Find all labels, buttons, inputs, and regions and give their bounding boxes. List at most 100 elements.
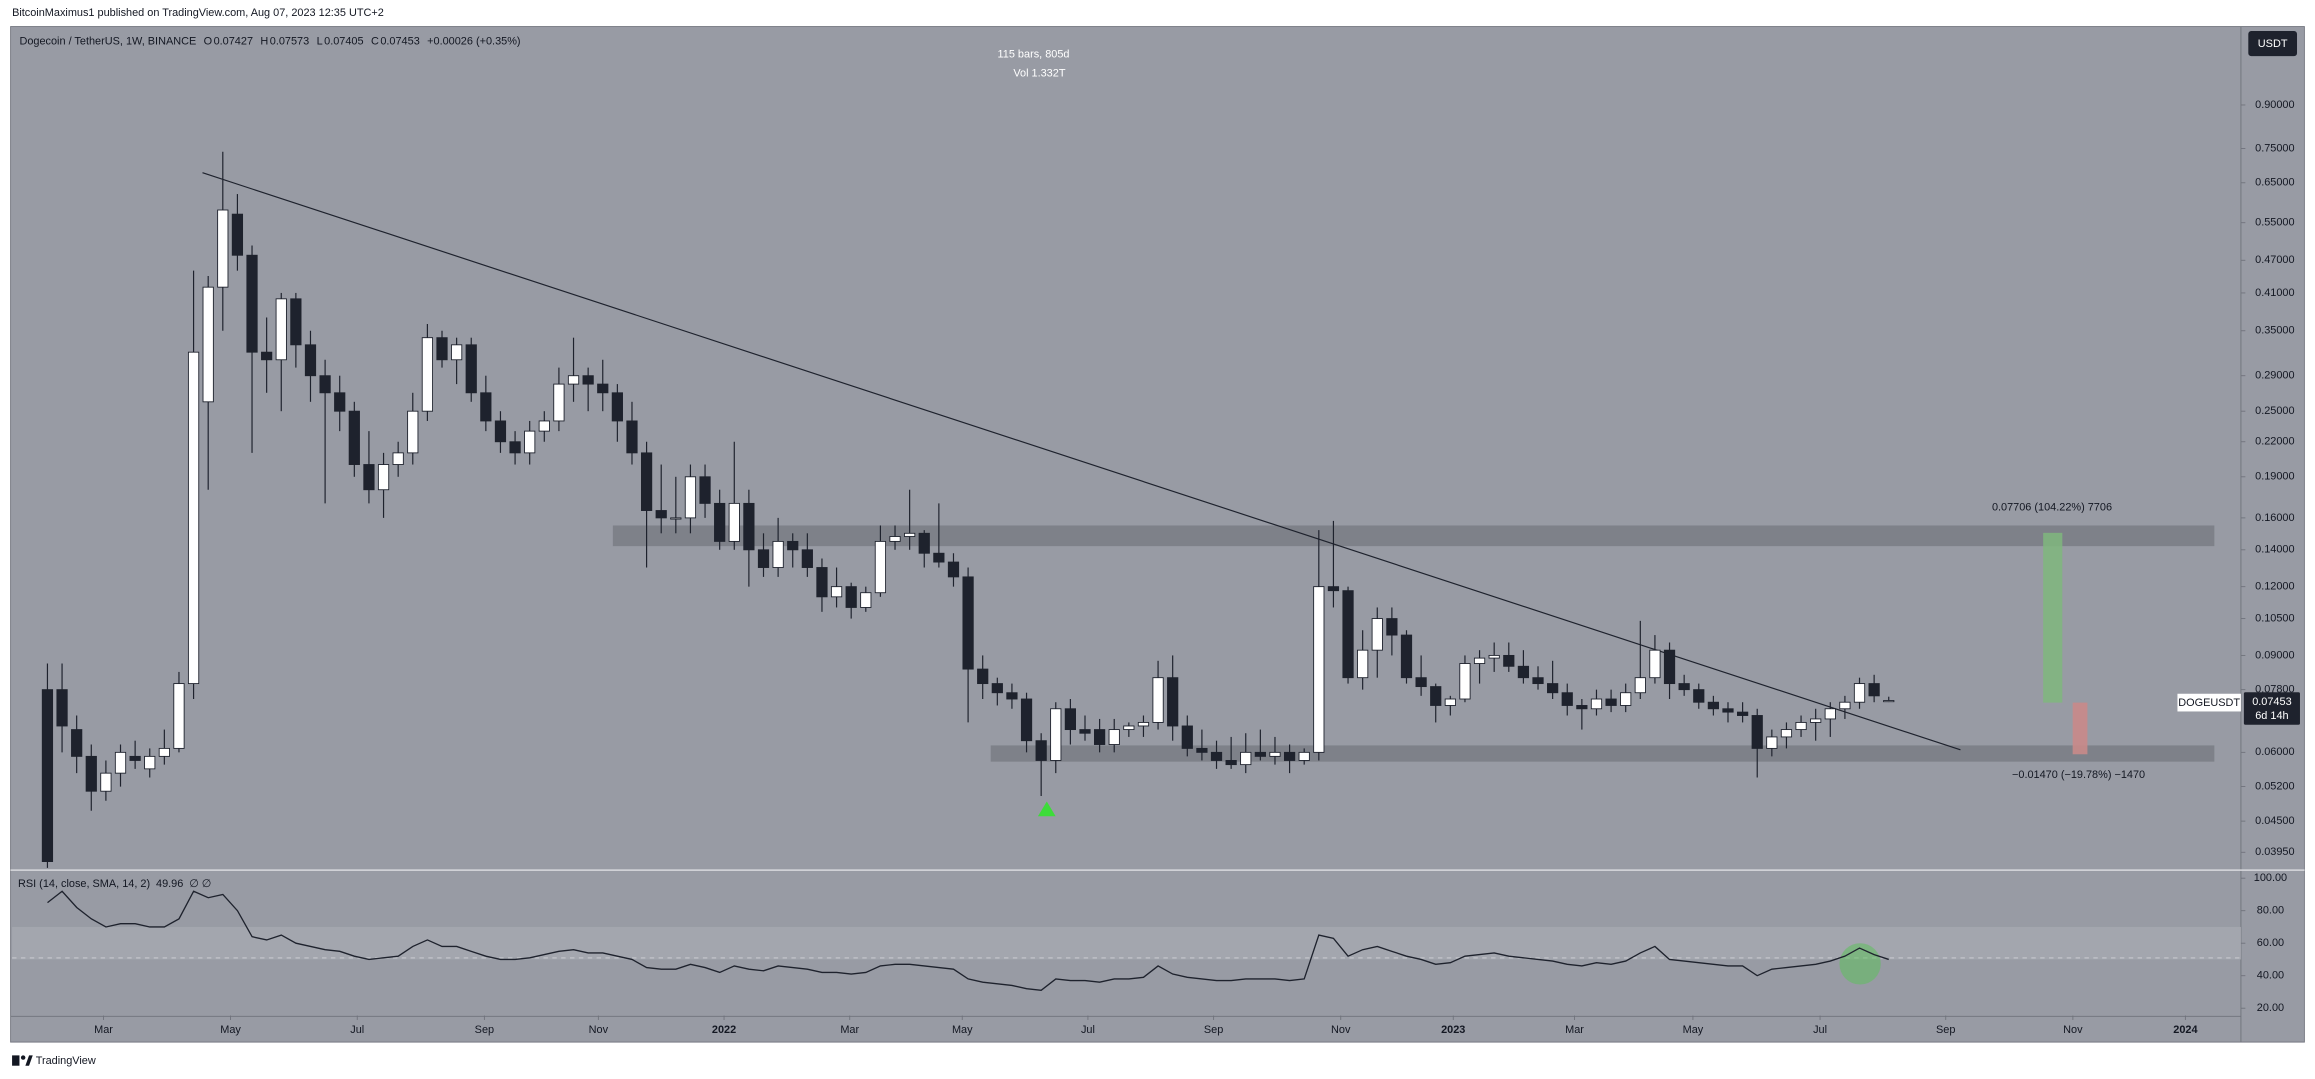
- ohlc-value: 0.07405: [324, 35, 363, 47]
- y-tick-label: 0.55000: [2255, 217, 2294, 229]
- candle-body: [1561, 692, 1573, 706]
- symbol: Dogecoin / TetherUS, 1W, BINANCE: [19, 35, 196, 47]
- candle-body: [1430, 686, 1442, 706]
- candle-body: [1693, 689, 1705, 703]
- candle-body: [1210, 751, 1223, 761]
- x-tick-label: Mar: [840, 1024, 859, 1036]
- candle-body: [1094, 729, 1106, 745]
- rsi-highlight: [1839, 943, 1881, 985]
- y-tick-label: 0.29000: [2255, 370, 2294, 382]
- candle-body: [904, 532, 916, 537]
- rsi-y-tick-label: 20.00: [2257, 1002, 2284, 1014]
- candle-body: [772, 540, 784, 568]
- candle-body: [348, 410, 360, 465]
- ticker-tag: [2177, 693, 2241, 712]
- candle-body: [480, 392, 492, 422]
- candle-body: [1371, 618, 1383, 651]
- candle-body: [451, 344, 463, 361]
- candle-body: [41, 689, 54, 862]
- x-tick-label: Sep: [1936, 1024, 1955, 1036]
- target-down-bar: [2072, 702, 2088, 755]
- candle-body: [1079, 729, 1091, 734]
- candle-body: [977, 668, 989, 685]
- candle-body: [1357, 649, 1369, 679]
- candle-body: [334, 392, 346, 412]
- y-tick-label: 0.65000: [2255, 177, 2294, 189]
- candle-body: [1298, 751, 1310, 761]
- rsi-y-tick-label: 80.00: [2257, 905, 2284, 917]
- candle-body: [173, 683, 185, 749]
- candle-body: [1649, 649, 1661, 679]
- candle-body: [1327, 586, 1340, 592]
- x-tick-label: Sep: [1204, 1024, 1223, 1036]
- candle-body: [1269, 751, 1281, 757]
- candle-body: [538, 420, 550, 432]
- x-tick-label: Nov: [589, 1024, 609, 1036]
- rsi-extra: ∅ ∅: [189, 878, 211, 890]
- candle-body: [1547, 683, 1559, 694]
- candle-body: [85, 755, 97, 792]
- candle-body: [1488, 654, 1500, 659]
- candle-body: [1064, 708, 1076, 731]
- candle-body: [670, 517, 682, 520]
- axes: 0.90000 0.75000 0.65000 0.55000 0.47000 0.410…: [94, 99, 2294, 1036]
- currency-button[interactable]: [2248, 30, 2298, 57]
- candle-body: [509, 441, 521, 454]
- y-tick-label: 0.19000: [2255, 471, 2294, 483]
- candle-body: [830, 586, 843, 598]
- candle-body: [377, 464, 390, 491]
- ticker-label: DOGEUSDT: [2178, 697, 2240, 709]
- price-tag-countdown: 6d 14h: [2255, 710, 2288, 722]
- candle-body: [246, 254, 258, 353]
- candle-body: [1853, 683, 1866, 703]
- y-tick-label: 0.41000: [2255, 287, 2294, 299]
- candle-body: [1810, 718, 1822, 723]
- y-tick-label: 0.14000: [2255, 544, 2294, 556]
- candle-body: [158, 747, 170, 757]
- signal-arrow: [1037, 801, 1056, 817]
- target-up-label: 0.07706 (104.22%) 7706: [1992, 502, 2112, 514]
- candle-body: [1415, 677, 1427, 688]
- rsi-y-tick-label: 100.00: [2254, 872, 2287, 884]
- rsi-pane: [47, 890, 1889, 991]
- candle-body: [465, 344, 477, 394]
- candle-body: [1576, 705, 1588, 710]
- currency-label[interactable]: USDT: [2258, 38, 2288, 50]
- candle-body: [1503, 654, 1515, 667]
- ohlc-value: 0.07427: [214, 35, 253, 47]
- y-tick-label: 0.22000: [2255, 436, 2294, 448]
- target-up-bar: [2043, 532, 2063, 703]
- candle-body: [1123, 725, 1135, 731]
- candle-body: [845, 586, 857, 608]
- x-tick-label: May: [1683, 1024, 1704, 1036]
- candle-body: [114, 751, 127, 774]
- candle-body: [1006, 692, 1018, 700]
- candle-body: [1707, 701, 1719, 710]
- x-tick-label: May: [220, 1024, 241, 1036]
- candle-body: [553, 383, 565, 422]
- rsi-band: [12, 926, 2241, 960]
- ohlc-key: O: [204, 35, 212, 47]
- candle-body: [129, 755, 141, 761]
- candle-body: [1050, 708, 1062, 761]
- y-tick-label: 0.25000: [2255, 405, 2294, 417]
- rsi-line: [47, 890, 1889, 991]
- candle-body: [728, 502, 740, 542]
- candle-body: [1313, 586, 1325, 753]
- candle-body: [582, 375, 594, 385]
- candle-body: [71, 729, 83, 757]
- candle-body: [217, 209, 229, 288]
- y-tick-label: 0.06000: [2255, 746, 2294, 758]
- candle-body: [1605, 698, 1617, 706]
- candle-body: [1824, 708, 1836, 720]
- x-tick-label: May: [952, 1024, 973, 1036]
- change: +0.00026 (+0.35%): [427, 35, 520, 47]
- candle-body: [56, 689, 68, 727]
- candle-body: [1035, 740, 1047, 761]
- target-down-label: −0.01470 (−19.78%) −1470: [2012, 769, 2145, 781]
- candles: [41, 151, 1895, 868]
- candle-body: [187, 351, 200, 685]
- price-tag: [2243, 692, 2300, 725]
- y-tick-label: 0.47000: [2255, 254, 2294, 266]
